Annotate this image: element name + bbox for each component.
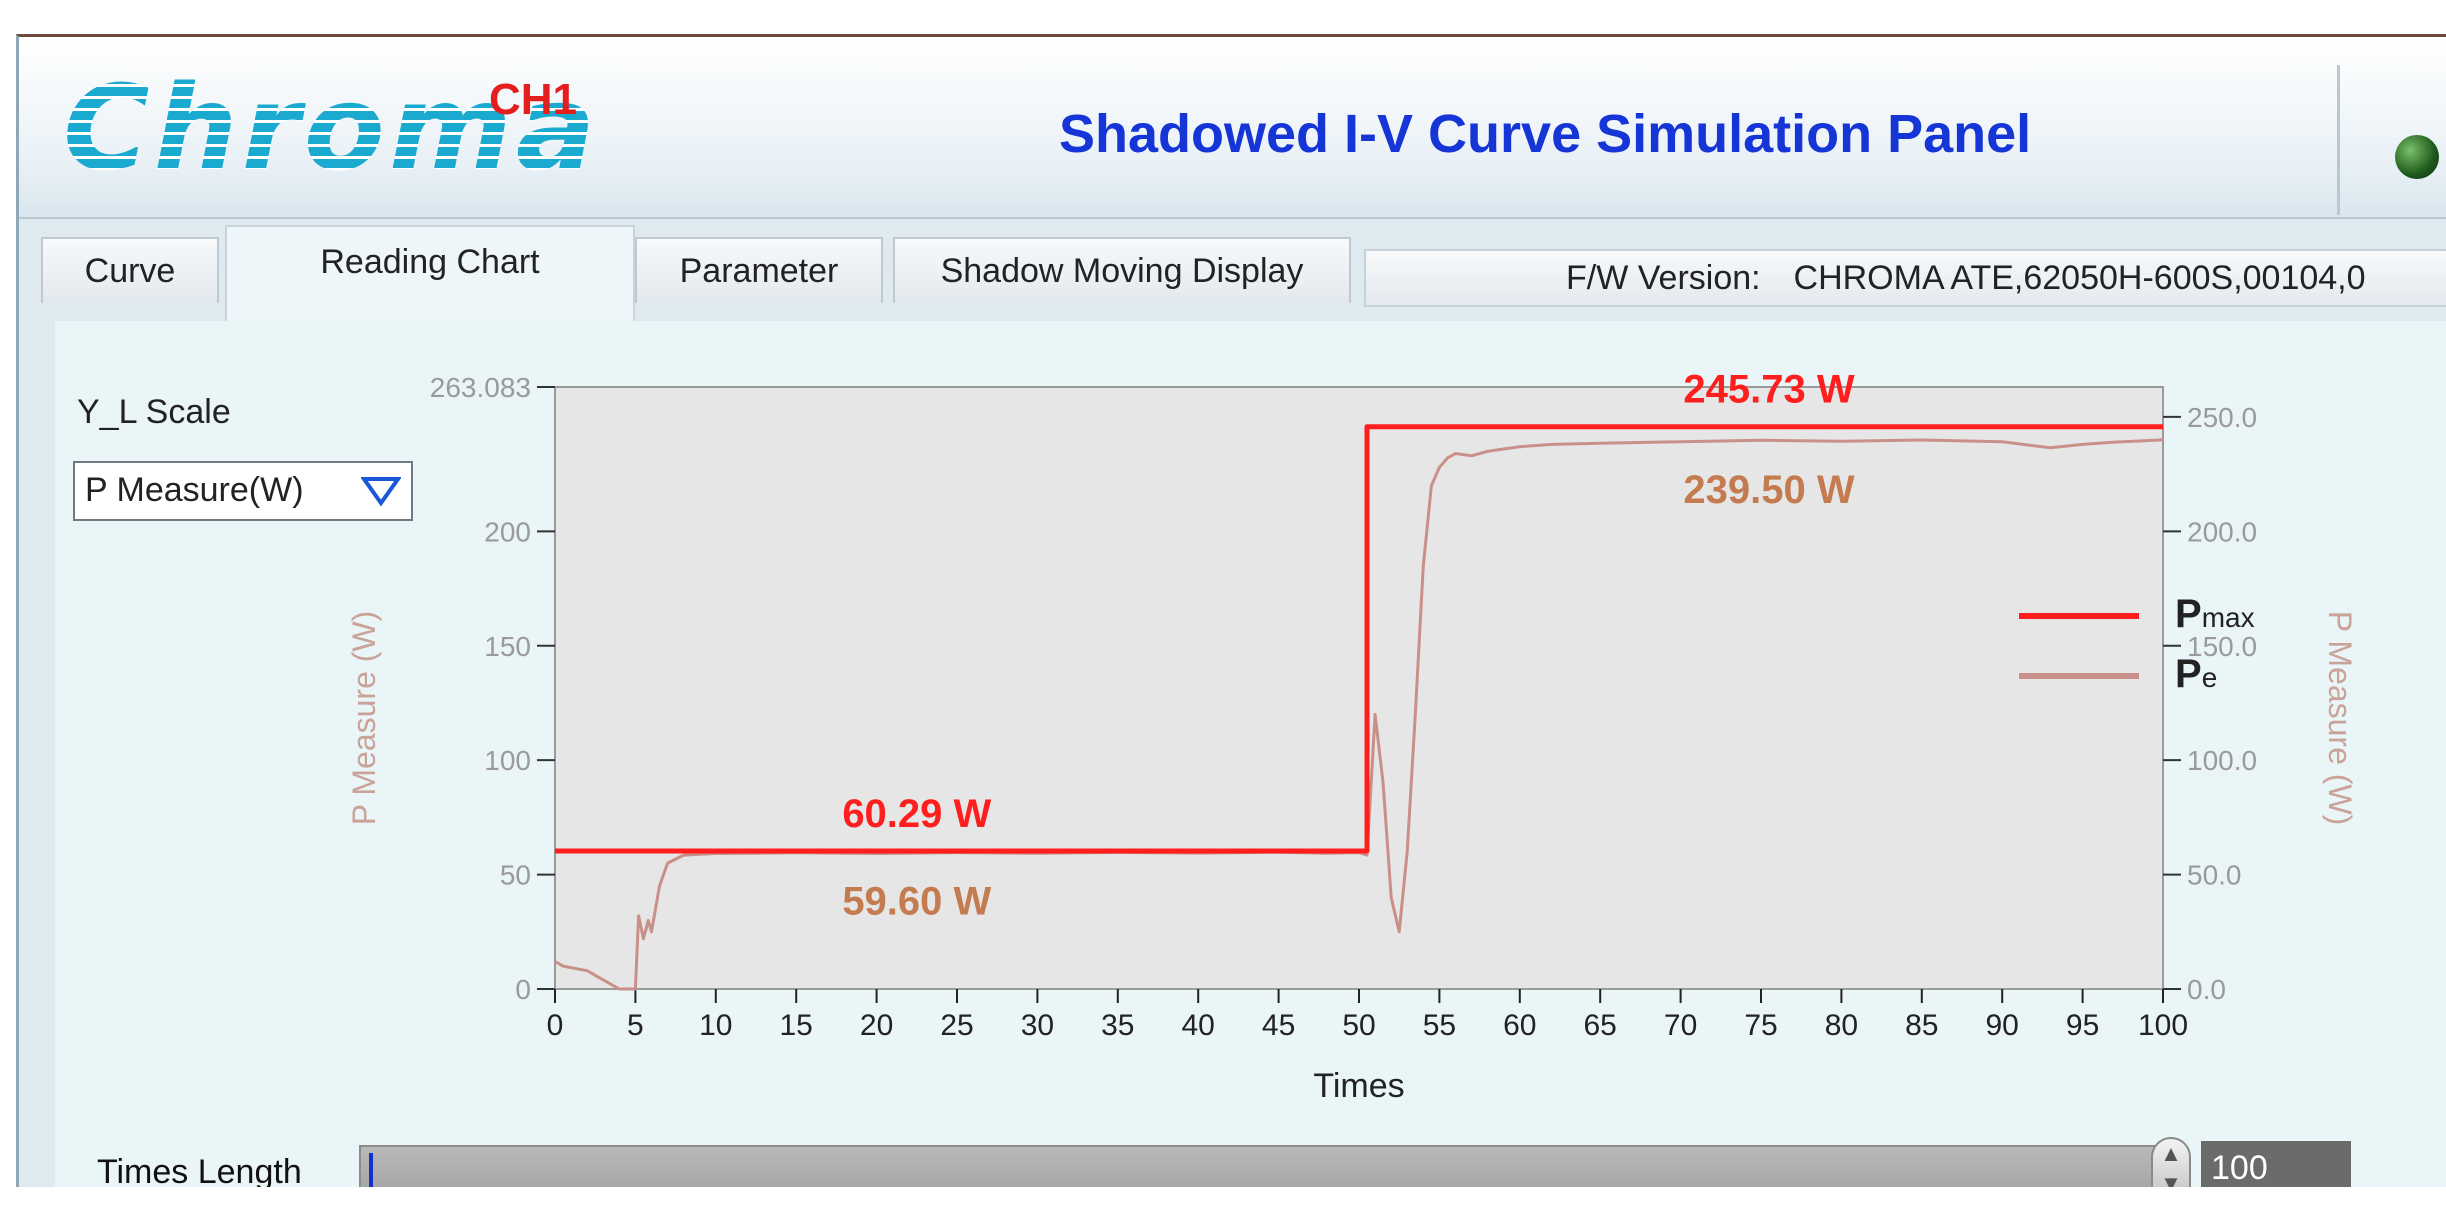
chevron-down-icon xyxy=(361,477,401,507)
y-left-tick-label: 100 xyxy=(484,745,531,776)
x-tick-label: 20 xyxy=(860,1009,893,1042)
annotation-pe: 239.50 W xyxy=(1683,468,1854,512)
times-length-label: Times Length xyxy=(97,1153,302,1187)
x-tick-label: 10 xyxy=(699,1009,732,1042)
legend-swatch-pe xyxy=(2019,673,2139,680)
x-tick-label: 30 xyxy=(1021,1009,1054,1042)
x-tick-label: 50 xyxy=(1342,1009,1375,1042)
x-tick-label: 0 xyxy=(547,1009,564,1042)
x-tick-label: 35 xyxy=(1101,1009,1134,1042)
times-length-stepper[interactable]: ▲ ▼ xyxy=(2151,1137,2191,1187)
firmware-value: CHROMA ATE,62050H-600S,00104,0 xyxy=(1793,259,2366,297)
series-pe-line xyxy=(554,438,2164,991)
firmware-version: F/W Version: CHROMA ATE,62050H-600S,0010… xyxy=(1364,249,2446,307)
x-tick-label: 70 xyxy=(1664,1009,1697,1042)
reading-chart: 0 5 10 15 20 25 30 35 40 45 50 55 60 65 70 75 80 85 90 95 10… xyxy=(346,368,2358,1105)
y-scale-selected: P Measure(W) xyxy=(85,471,304,509)
plot-area xyxy=(554,386,2164,990)
slider-handle[interactable] xyxy=(369,1153,373,1187)
x-tick-label: 80 xyxy=(1825,1009,1858,1042)
legend-pmax-sub: max xyxy=(2201,602,2255,633)
x-tick-label: 60 xyxy=(1503,1009,1536,1042)
tab-label: Curve xyxy=(84,251,176,290)
x-axis-label: Times xyxy=(1313,1067,1404,1105)
down-arrow-icon[interactable]: ▼ xyxy=(2160,1171,2182,1187)
y-right-tick-label: 0.0 xyxy=(2187,974,2226,1005)
legend-item-pmax: Pmax xyxy=(2019,592,2255,637)
tab-label: Parameter xyxy=(679,251,839,290)
annotation-pmax: 60.29 W xyxy=(842,792,991,836)
x-tick-label: 100 xyxy=(2138,1009,2188,1042)
header-divider xyxy=(2337,65,2340,215)
x-tick-label: 25 xyxy=(940,1009,973,1042)
x-tick-label: 45 xyxy=(1262,1009,1295,1042)
firmware-label: F/W Version: xyxy=(1566,259,1761,297)
chroma-logo: Chroma xyxy=(63,59,600,197)
tab-shadow-moving-display[interactable]: Shadow Moving Display xyxy=(893,237,1351,303)
y-left-tick-label: 50 xyxy=(500,860,531,891)
x-tick-label: 55 xyxy=(1423,1009,1456,1042)
up-arrow-icon[interactable]: ▲ xyxy=(2160,1141,2182,1166)
y-scale-label: Y_L Scale xyxy=(77,393,231,431)
channel-indicator: CH1 xyxy=(489,75,578,124)
legend-pe-sub: e xyxy=(2201,662,2218,693)
y-right-axis-label: P Measure (W) xyxy=(2322,611,2358,826)
annotation-pmax: 245.73 W xyxy=(1683,368,1854,412)
status-led-icon xyxy=(2395,135,2439,179)
series-pmax-line xyxy=(555,424,2163,854)
x-tick-label: 90 xyxy=(1986,1009,2019,1042)
legend-item-pe: Pe xyxy=(2019,652,2217,697)
legend-pmax-main: P xyxy=(2175,592,2202,636)
x-tick-label: 15 xyxy=(780,1009,813,1042)
tab-parameter[interactable]: Parameter xyxy=(635,237,883,303)
annotation-pe: 59.60 W xyxy=(842,880,991,924)
y-left-tick-label: 0 xyxy=(515,974,531,1005)
y-scale-select[interactable]: P Measure(W) xyxy=(73,461,413,521)
legend-swatch-pmax xyxy=(2019,613,2139,620)
x-tick-label: 95 xyxy=(2066,1009,2099,1042)
y-right-tick-label: 100.0 xyxy=(2187,745,2257,776)
y-left-max-label: 263.083 xyxy=(430,372,531,403)
tab-label: Shadow Moving Display xyxy=(940,251,1304,290)
y-left-tick-label: 200 xyxy=(484,516,531,547)
tab-reading-chart[interactable]: Reading Chart xyxy=(225,225,635,321)
x-tick-label: 85 xyxy=(1905,1009,1938,1042)
x-tick-label: 75 xyxy=(1744,1009,1777,1042)
header-bar: Chroma CH1 Shadowed I-V Curve Simulation… xyxy=(19,37,2446,219)
app-window: Chroma CH1 Shadowed I-V Curve Simulation… xyxy=(16,34,2446,1187)
times-length-value[interactable]: 100 xyxy=(2201,1141,2351,1187)
tab-label: Reading Chart xyxy=(320,243,540,281)
x-tick-label: 5 xyxy=(627,1009,644,1042)
times-length-slider[interactable] xyxy=(359,1145,2169,1187)
x-tick-label: 65 xyxy=(1584,1009,1617,1042)
tab-curve[interactable]: Curve xyxy=(41,237,219,303)
y-right-tick-label: 50.0 xyxy=(2187,860,2242,891)
y-left-tick-label: 150 xyxy=(484,631,531,662)
legend-pe-main: P xyxy=(2175,652,2202,696)
y-right-tick-label: 250.0 xyxy=(2187,402,2257,433)
y-right-tick-label: 200.0 xyxy=(2187,516,2257,547)
x-tick-label: 40 xyxy=(1182,1009,1215,1042)
page-title: Shadowed I-V Curve Simulation Panel xyxy=(1059,104,2032,164)
y-right-tick-label: 150.0 xyxy=(2187,631,2257,662)
y-left-axis-label: P Measure (W) xyxy=(346,611,382,826)
